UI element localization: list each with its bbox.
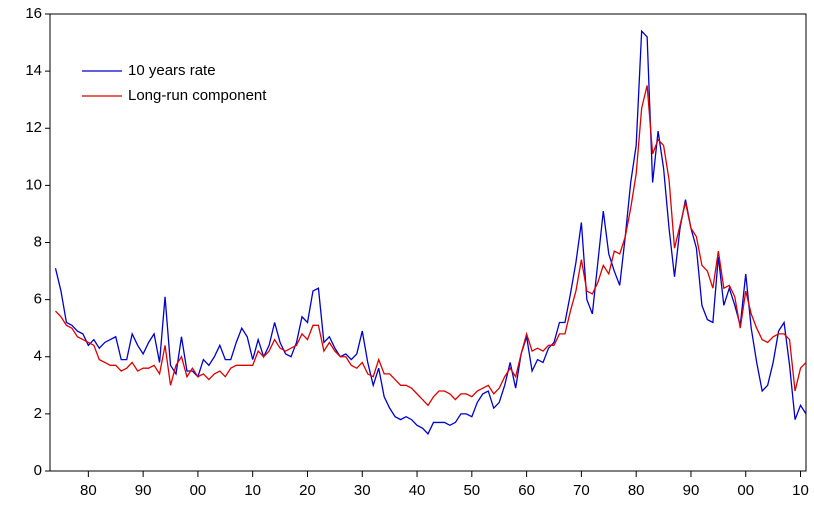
y-tick-label: 14 [25, 62, 42, 79]
x-tick-label: 80 [628, 482, 645, 499]
y-tick-label: 2 [34, 405, 42, 422]
legend-label: Long-run component [128, 87, 267, 104]
x-tick-label: 00 [737, 482, 754, 499]
x-tick-label: 60 [518, 482, 535, 499]
x-tick-label: 70 [573, 482, 590, 499]
x-tick-label: 50 [463, 482, 480, 499]
x-tick-label: 90 [135, 482, 152, 499]
y-tick-label: 8 [34, 233, 42, 250]
plot-frame [49, 13, 807, 472]
series-line [55, 85, 807, 407]
x-tick-label: 80 [80, 482, 97, 499]
y-tick-label: 16 [25, 5, 42, 22]
y-tick-label: 6 [34, 291, 42, 308]
x-tick-label: 20 [299, 482, 316, 499]
y-tick-label: 12 [25, 119, 42, 136]
x-tick-label: 10 [244, 482, 261, 499]
x-tick-label: 10 [792, 482, 809, 499]
y-tick-label: 4 [34, 348, 42, 365]
x-tick-label: 90 [683, 482, 700, 499]
y-tick-label: 0 [34, 462, 42, 479]
x-tick-label: 00 [190, 482, 207, 499]
legend-label: 10 years rate [128, 62, 216, 79]
y-tick-label: 10 [25, 176, 42, 193]
x-tick-label: 40 [409, 482, 426, 499]
x-tick-label: 30 [354, 482, 371, 499]
